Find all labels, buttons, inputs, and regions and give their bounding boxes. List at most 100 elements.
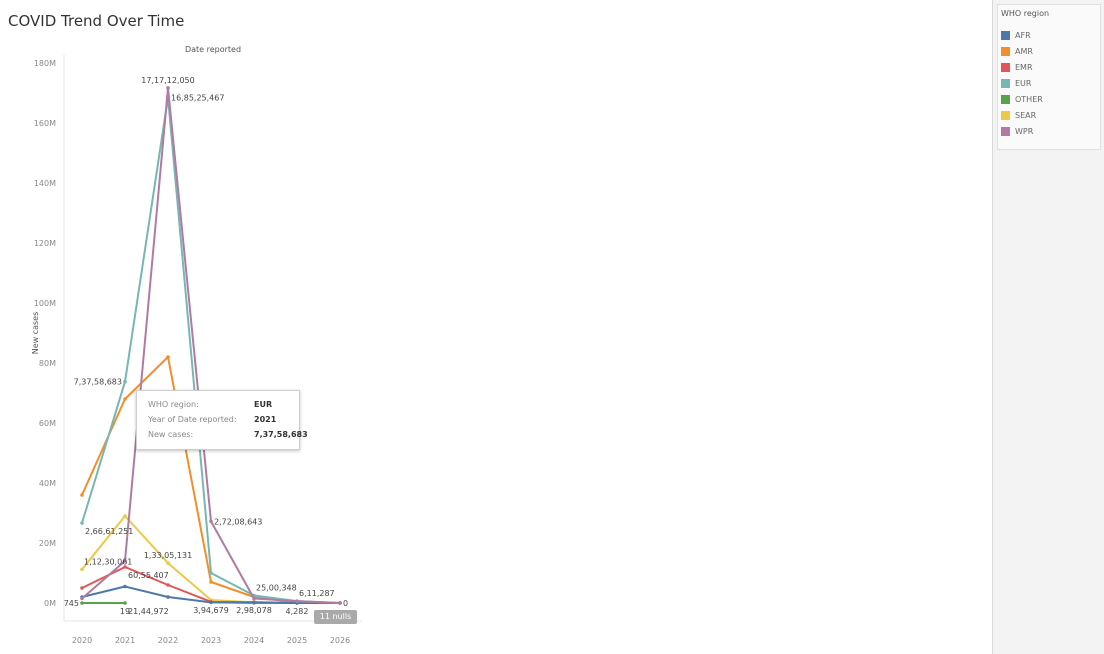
tooltip-row-region: WHO region: EUR [148, 400, 272, 409]
data-point-afr [209, 600, 213, 605]
data-point-afr [166, 595, 170, 599]
y-tick-label: 60M [39, 419, 56, 428]
legend-item-afr[interactable]: AFR [1001, 29, 1031, 41]
y-tick-label: 120M [34, 239, 56, 248]
legend-swatch [1001, 94, 1010, 104]
legend-swatch [1001, 78, 1010, 88]
data-point-sear [166, 561, 170, 565]
data-point-wpr [123, 559, 127, 563]
data-point-wpr [295, 599, 299, 603]
data-point-emr [123, 565, 127, 569]
x-tick-label: 2025 [287, 636, 307, 645]
data-label: 3,94,679 [193, 606, 229, 615]
data-label: 7,37,58,683 [74, 378, 122, 387]
data-point-sear [80, 567, 84, 572]
data-label: 25,00,348 [256, 583, 297, 592]
x-tick-label: 2022 [158, 636, 178, 645]
legend-label: EUR [1015, 78, 1032, 88]
data-label: 6,11,287 [299, 589, 335, 598]
line-chart[interactable]: Date reported 0M 20M 40M 60M 80M 100M 120M 140M 1… [0, 0, 990, 654]
series-line-wpr [81, 86, 341, 604]
data-label: 21,44,972 [128, 607, 169, 616]
legend-item-emr[interactable]: EMR [1001, 61, 1033, 73]
y-tick-label: 160M [34, 119, 56, 128]
chart-title: COVID Trend Over Time [8, 12, 185, 30]
data-point-amr [80, 493, 84, 497]
y-tick-label: 140M [34, 179, 56, 188]
legend-swatch [1001, 62, 1010, 72]
data-label: 19 [120, 607, 130, 616]
x-tick-label: 2020 [72, 636, 92, 645]
legend-label: WPR [1015, 126, 1034, 136]
data-point-wpr [252, 596, 256, 601]
legend-swatch [1001, 126, 1010, 136]
tooltip-key: WHO region: [148, 400, 199, 409]
data-label: 17,17,12,050 [141, 76, 194, 85]
data-point-afr [252, 601, 256, 605]
data-point-amr [209, 580, 213, 584]
data-label: 4,282 [286, 607, 309, 616]
data-point-eur [123, 379, 127, 384]
legend-label: AFR [1015, 30, 1031, 40]
legend-panel: WHO region AFR AMR EMR EUR OTHER SEAR WPR [992, 0, 1104, 654]
y-tick-label: 0M [44, 599, 56, 608]
tooltip: WHO region: EUR Year of Date reported: 2… [136, 390, 308, 450]
tooltip-row-year: Year of Date reported: 2021 [148, 415, 276, 424]
data-point-amr [166, 355, 170, 359]
data-label: 60,55,407 [128, 571, 169, 580]
data-label: 1,33,05,131 [144, 551, 192, 560]
legend-box [997, 4, 1101, 150]
tooltip-row-cases: New cases: 7,37,58,683 [148, 430, 308, 439]
data-point-eur [209, 571, 213, 575]
x-tick-label: 2021 [115, 636, 135, 645]
data-label: 2,72,08,643 [214, 517, 262, 526]
legend-swatch [1001, 30, 1010, 40]
data-point-wpr [338, 601, 342, 605]
data-label: 0 [343, 599, 348, 608]
legend-title: WHO region [1001, 9, 1050, 18]
y-tick-label: 180M [34, 59, 56, 68]
legend-label: OTHER [1015, 94, 1043, 104]
y-axis-title: New cases [31, 312, 40, 355]
legend-swatch [1001, 110, 1010, 120]
data-point-wpr [80, 596, 84, 601]
data-label: 2,66,61,251 [85, 527, 133, 536]
legend-item-other[interactable]: OTHER [1001, 93, 1043, 105]
legend-label: EMR [1015, 62, 1033, 72]
legend-item-amr[interactable]: AMR [1001, 45, 1033, 57]
data-label: 745 [64, 599, 79, 608]
legend-swatch [1001, 46, 1010, 56]
y-tick-label: 40M [39, 479, 56, 488]
data-point-wpr [209, 519, 213, 524]
y-tick-label: 100M [34, 299, 56, 308]
tooltip-value: 7,37,58,683 [254, 430, 308, 439]
data-point-afr [123, 584, 127, 589]
legend-item-eur[interactable]: EUR [1001, 77, 1031, 89]
data-point-wpr [166, 86, 170, 90]
tooltip-key: New cases: [148, 430, 194, 439]
data-point-eur [80, 521, 84, 525]
data-label: 1,12,30,061 [84, 557, 132, 566]
data-label: 16,85,25,467 [171, 93, 224, 102]
legend-item-sear[interactable]: SEAR [1001, 109, 1036, 121]
data-point-emr [166, 583, 170, 587]
x-tick-label: 2024 [244, 636, 264, 645]
data-point-other [80, 601, 84, 605]
tooltip-value: 2021 [254, 415, 277, 424]
y-tick-label: 20M [39, 539, 56, 548]
x-tick-label: 2026 [330, 636, 350, 645]
legend-item-wpr[interactable]: WPR [1001, 125, 1033, 137]
x-tick-label: 2023 [201, 636, 221, 645]
nulls-badge[interactable]: 11 nulls [314, 610, 357, 624]
tooltip-value: EUR [254, 400, 273, 409]
data-point-other [123, 601, 127, 605]
data-point-amr [123, 397, 127, 401]
x-axis-title: Date reported [185, 45, 241, 54]
data-point-emr [80, 586, 84, 590]
legend-label: SEAR [1015, 110, 1037, 120]
data-label: 2,98,078 [236, 606, 272, 615]
data-point-sear [123, 514, 127, 518]
legend-label: AMR [1015, 46, 1033, 56]
tooltip-key: Year of Date reported: [148, 415, 237, 424]
y-tick-label: 80M [39, 359, 56, 368]
